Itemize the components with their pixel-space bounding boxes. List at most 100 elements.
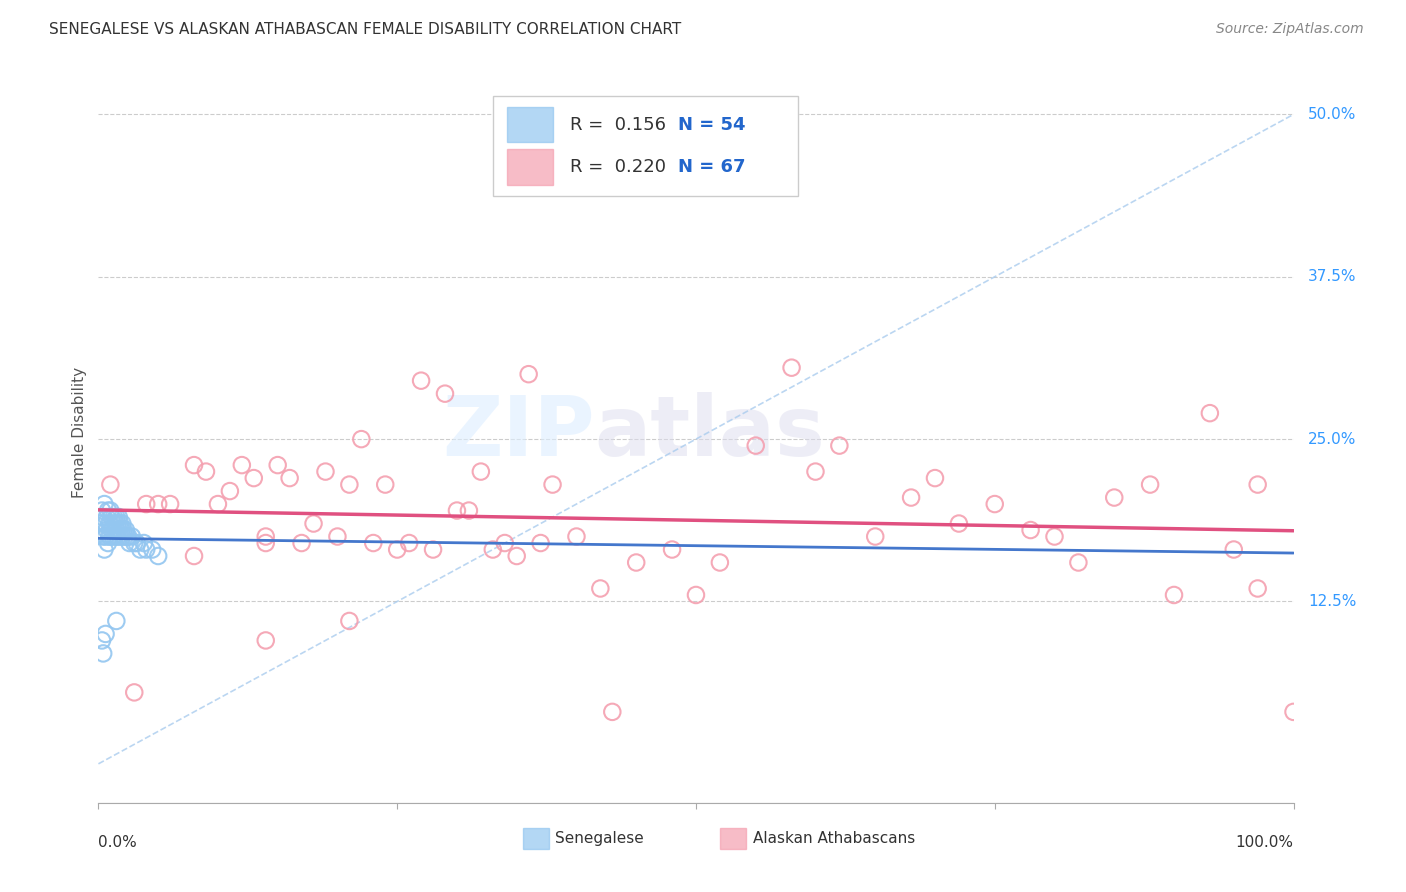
Point: [141, 542, 163, 557]
Point: [1043, 529, 1066, 543]
FancyBboxPatch shape: [523, 828, 548, 848]
Point: [924, 471, 946, 485]
Point: [94, 627, 117, 641]
Point: [948, 516, 970, 531]
FancyBboxPatch shape: [494, 95, 797, 195]
Point: [278, 471, 301, 485]
Point: [315, 465, 337, 479]
Point: [458, 503, 481, 517]
Point: [231, 458, 253, 472]
Text: SENEGALESE VS ALASKAN ATHABASCAN FEMALE DISABILITY CORRELATION CHART: SENEGALESE VS ALASKAN ATHABASCAN FEMALE …: [49, 22, 682, 37]
Point: [115, 529, 138, 543]
Point: [98, 516, 122, 531]
Point: [302, 516, 325, 531]
Point: [125, 536, 148, 550]
Point: [530, 536, 553, 550]
Point: [135, 497, 157, 511]
Point: [135, 542, 157, 557]
FancyBboxPatch shape: [720, 828, 747, 848]
Point: [350, 432, 373, 446]
Text: R =  0.156: R = 0.156: [571, 116, 666, 134]
Point: [117, 529, 139, 543]
Point: [98, 529, 121, 543]
Text: 100.0%: 100.0%: [1236, 835, 1294, 850]
Text: Alaskan Athabascans: Alaskan Athabascans: [754, 830, 915, 846]
Y-axis label: Female Disability: Female Disability: [72, 367, 87, 499]
Point: [626, 556, 648, 570]
Point: [374, 477, 396, 491]
Point: [1104, 491, 1126, 505]
Point: [865, 529, 887, 543]
Point: [104, 529, 127, 543]
Point: [148, 549, 170, 563]
Point: [105, 523, 128, 537]
Point: [1139, 477, 1161, 491]
Point: [494, 536, 516, 550]
Text: atlas: atlas: [595, 392, 825, 473]
Point: [159, 497, 181, 511]
Point: [745, 439, 768, 453]
Point: [1199, 406, 1222, 420]
Point: [398, 536, 420, 550]
Point: [118, 536, 141, 550]
Point: [422, 542, 444, 557]
Point: [124, 536, 146, 550]
Point: [254, 529, 277, 543]
Point: [219, 484, 242, 499]
Point: [91, 510, 114, 524]
Point: [121, 529, 143, 543]
Point: [1247, 477, 1270, 491]
Point: [104, 516, 127, 531]
Point: [565, 529, 588, 543]
Point: [481, 542, 505, 557]
Text: 50.0%: 50.0%: [1308, 107, 1357, 122]
Text: 12.5%: 12.5%: [1308, 594, 1357, 609]
Point: [326, 529, 349, 543]
Point: [207, 497, 229, 511]
Point: [1247, 582, 1270, 596]
Point: [661, 542, 683, 557]
Point: [124, 685, 146, 699]
Point: [94, 516, 117, 531]
Point: [111, 516, 134, 531]
Point: [411, 374, 433, 388]
Point: [291, 536, 314, 550]
Point: [709, 556, 731, 570]
Text: 37.5%: 37.5%: [1308, 269, 1357, 285]
Point: [254, 633, 277, 648]
Point: [100, 523, 122, 537]
Text: ZIP: ZIP: [441, 392, 595, 473]
Point: [828, 439, 851, 453]
Point: [93, 542, 115, 557]
Point: [589, 582, 612, 596]
Point: [96, 523, 118, 537]
Point: [108, 529, 131, 543]
Point: [91, 633, 114, 648]
Point: [101, 529, 124, 543]
Point: [541, 477, 564, 491]
Point: [1019, 523, 1042, 537]
Point: [105, 510, 128, 524]
Point: [100, 510, 122, 524]
Text: R =  0.220: R = 0.220: [571, 158, 666, 176]
Point: [183, 549, 205, 563]
Point: [517, 367, 540, 381]
Point: [107, 529, 129, 543]
Point: [1067, 556, 1090, 570]
Point: [243, 471, 266, 485]
Point: [103, 523, 125, 537]
Point: [115, 523, 138, 537]
Point: [107, 523, 129, 537]
Point: [91, 529, 114, 543]
FancyBboxPatch shape: [508, 149, 553, 185]
Point: [804, 465, 827, 479]
Point: [132, 536, 155, 550]
Point: [94, 529, 117, 543]
Point: [339, 477, 361, 491]
Text: N = 67: N = 67: [678, 158, 745, 176]
Point: [602, 705, 624, 719]
Point: [900, 491, 922, 505]
Point: [363, 536, 385, 550]
Point: [107, 516, 129, 531]
Point: [470, 465, 492, 479]
